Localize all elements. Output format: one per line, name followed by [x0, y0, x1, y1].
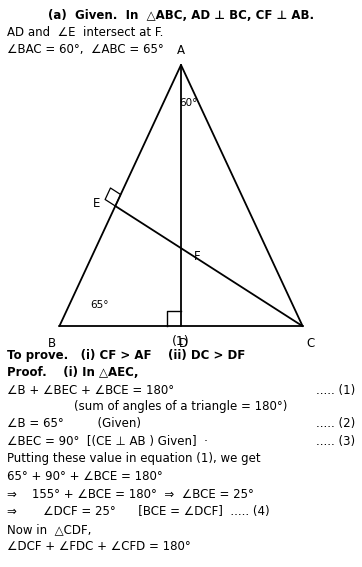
Text: ∠DCF + ∠FDC + ∠CFD = 180°: ∠DCF + ∠FDC + ∠CFD = 180° [7, 540, 191, 553]
Text: (1): (1) [172, 335, 190, 348]
Text: F: F [194, 250, 200, 263]
Text: ⇒       ∠DCF = 25°      [BCE = ∠DCF]  ..... (4): ⇒ ∠DCF = 25° [BCE = ∠DCF] ..... (4) [7, 505, 270, 518]
Text: Proof.    (i) In △AEC,: Proof. (i) In △AEC, [7, 366, 139, 379]
Text: 65°: 65° [90, 300, 108, 310]
Text: ..... (3): ..... (3) [316, 435, 355, 448]
Text: ..... (2): ..... (2) [316, 417, 355, 430]
Text: 60°: 60° [180, 98, 198, 108]
Text: Now in  △CDF,: Now in △CDF, [7, 523, 92, 536]
Text: C: C [306, 337, 314, 350]
Text: (sum of angles of a triangle = 180°): (sum of angles of a triangle = 180°) [74, 400, 288, 413]
Text: A: A [177, 44, 185, 57]
Text: ∠BEC = 90°  [(CE ⊥ AB ) Given]  ·: ∠BEC = 90° [(CE ⊥ AB ) Given] · [7, 435, 208, 448]
Text: E: E [93, 197, 100, 210]
Text: (a)  Given.  In  △ABC, AD ⊥ BC, CF ⊥ AB.: (a) Given. In △ABC, AD ⊥ BC, CF ⊥ AB. [48, 9, 314, 22]
Text: ∠B + ∠BEC + ∠BCE = 180°: ∠B + ∠BEC + ∠BCE = 180° [7, 384, 174, 397]
Text: ∠BAC = 60°,  ∠ABC = 65°: ∠BAC = 60°, ∠ABC = 65° [7, 43, 164, 56]
Text: ⇒    155° + ∠BCE = 180°  ⇒  ∠BCE = 25°: ⇒ 155° + ∠BCE = 180° ⇒ ∠BCE = 25° [7, 488, 254, 501]
Text: To prove.   (i) CF > AF    (ii) DC > DF: To prove. (i) CF > AF (ii) DC > DF [7, 349, 245, 362]
Text: ∠B = 65°         (Given): ∠B = 65° (Given) [7, 417, 141, 430]
Text: Putting these value in equation (1), we get: Putting these value in equation (1), we … [7, 452, 261, 466]
Text: B: B [48, 337, 56, 350]
Text: D: D [179, 337, 188, 350]
Text: 65° + 90° + ∠BCE = 180°: 65° + 90° + ∠BCE = 180° [7, 470, 163, 483]
Text: AD and  ∠E  intersect at F.: AD and ∠E intersect at F. [7, 26, 164, 39]
Text: ..... (1): ..... (1) [316, 384, 355, 397]
